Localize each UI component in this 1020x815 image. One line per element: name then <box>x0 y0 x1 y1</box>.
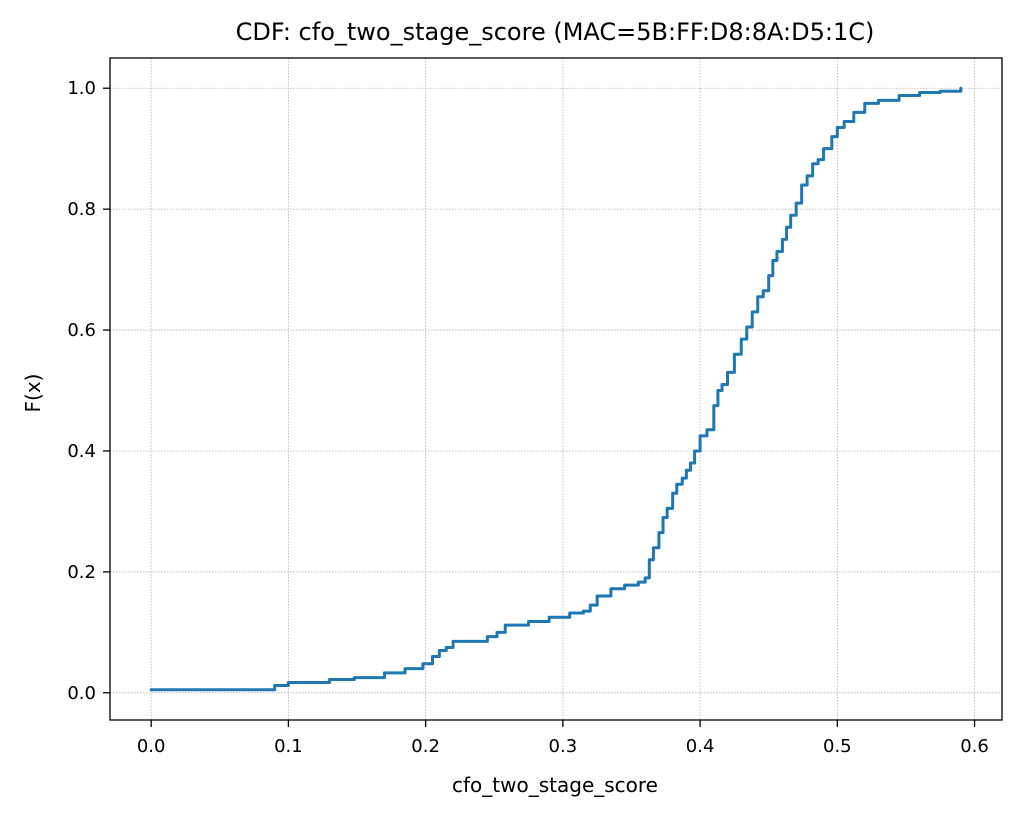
x-tick-label: 0.2 <box>411 736 440 757</box>
x-tick-label: 0.4 <box>686 736 715 757</box>
y-axis-label: F(x) <box>21 374 45 413</box>
y-tick-label: 0.8 <box>67 199 96 220</box>
chart-title: CDF: cfo_two_stage_score (MAC=5B:FF:D8:8… <box>236 18 875 46</box>
y-tick-label: 0.6 <box>67 320 96 341</box>
y-tick-label: 0.4 <box>67 441 96 462</box>
y-tick-label: 1.0 <box>67 78 96 99</box>
y-tick-label: 0.2 <box>67 562 96 583</box>
x-tick-label: 0.6 <box>960 736 989 757</box>
x-tick-label: 0.0 <box>137 736 166 757</box>
x-tick-label: 0.1 <box>274 736 303 757</box>
x-tick-label: 0.3 <box>549 736 578 757</box>
y-tick-label: 0.0 <box>67 683 96 704</box>
x-tick-label: 0.5 <box>823 736 852 757</box>
x-axis-label: cfo_two_stage_score <box>452 773 658 797</box>
